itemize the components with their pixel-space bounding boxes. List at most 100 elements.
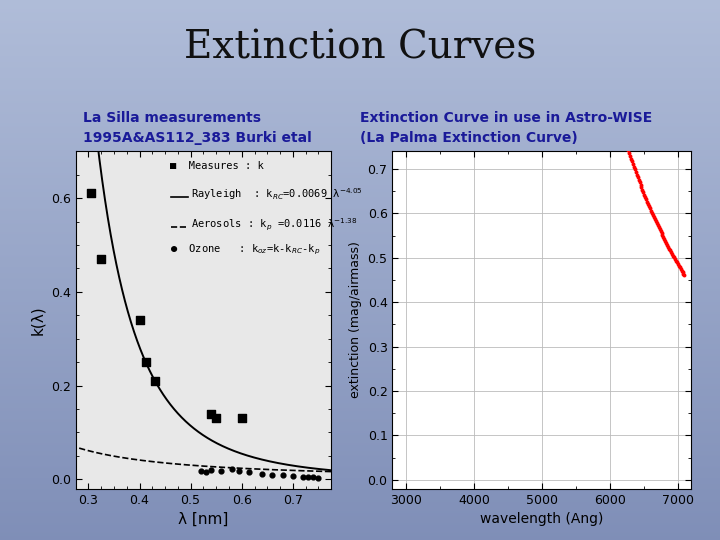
Text: Aerosols : k$_p$ =0.0116 λ$^{-1.38}$: Aerosols : k$_p$ =0.0116 λ$^{-1.38}$ [191, 217, 357, 233]
Point [591, 143, 603, 151]
Point [660, 237, 671, 246]
Point [495, 143, 507, 151]
Point [588, 143, 600, 151]
Point [436, 143, 448, 151]
Point [663, 244, 675, 253]
Point [656, 229, 667, 238]
Point [512, 143, 523, 151]
Point [474, 143, 485, 151]
Point [413, 143, 424, 151]
Point [524, 143, 536, 151]
Point [565, 143, 577, 151]
Point [598, 143, 610, 151]
Point [536, 143, 548, 151]
Point [566, 143, 577, 151]
Point [598, 143, 609, 151]
Point [447, 143, 459, 151]
Point [674, 263, 685, 272]
Point [582, 143, 594, 151]
Point [428, 143, 440, 151]
Point [398, 143, 410, 151]
Text: Rayleigh  : k$_{RC}$=0.0069 λ$^{-4.05}$: Rayleigh : k$_{RC}$=0.0069 λ$^{-4.05}$ [191, 187, 362, 202]
Point [666, 249, 678, 258]
Point [597, 143, 608, 151]
Point [543, 143, 554, 151]
Point [662, 241, 673, 249]
Point [669, 255, 680, 264]
Point [427, 143, 438, 151]
Point [402, 143, 413, 151]
Point [616, 143, 628, 151]
Point [644, 204, 656, 213]
Point [668, 253, 680, 262]
Text: ●  Ozone   : k$_{oz}$=k-k$_{RC}$-k$_p$: ● Ozone : k$_{oz}$=k-k$_{RC}$-k$_p$ [170, 242, 320, 256]
Point [403, 143, 415, 151]
Point [548, 143, 559, 151]
Point [451, 143, 463, 151]
Point [498, 143, 509, 151]
Point [638, 188, 649, 197]
Point [629, 165, 641, 174]
Point [443, 143, 454, 151]
Point [632, 173, 644, 181]
Point [439, 143, 451, 151]
Point [580, 143, 591, 151]
Point [639, 193, 651, 201]
Point [412, 143, 423, 151]
Point [424, 143, 436, 151]
Point [205, 465, 217, 474]
Point [654, 227, 666, 236]
Point [433, 143, 444, 151]
Point [534, 143, 545, 151]
Point [507, 143, 518, 151]
Point [586, 143, 598, 151]
Point [504, 143, 516, 151]
Point [676, 266, 688, 275]
Point [639, 190, 650, 199]
Point [609, 143, 621, 151]
Point [531, 143, 542, 151]
Text: Extinction Curve in use in Astro-WISE: Extinction Curve in use in Astro-WISE [360, 111, 652, 125]
Point [518, 143, 529, 151]
Point [595, 143, 606, 151]
Point [600, 143, 612, 151]
Point [448, 143, 459, 151]
Point [487, 143, 498, 151]
Point [678, 269, 689, 278]
Point [675, 265, 686, 273]
Point [410, 143, 421, 151]
Point [491, 143, 503, 151]
Point [405, 143, 416, 151]
Point [297, 472, 309, 481]
Point [554, 143, 566, 151]
Text: (La Palma Extinction Curve): (La Palma Extinction Curve) [360, 131, 577, 145]
Point [528, 143, 539, 151]
Point [519, 143, 531, 151]
Point [463, 143, 474, 151]
Point [564, 143, 576, 151]
Point [578, 143, 590, 151]
Point [436, 143, 447, 151]
Point [536, 143, 547, 151]
Point [521, 143, 532, 151]
Point [624, 148, 635, 157]
Point [526, 143, 538, 151]
Point [615, 143, 626, 151]
Point [490, 143, 501, 151]
Point [480, 143, 492, 151]
Point [621, 143, 632, 151]
Point [563, 143, 575, 151]
Point [567, 143, 579, 151]
Point [513, 143, 525, 151]
Point [662, 242, 674, 251]
Point [654, 225, 665, 234]
Point [456, 143, 467, 151]
Point [600, 143, 611, 151]
Point [613, 143, 624, 151]
Point [594, 143, 606, 151]
Point [659, 235, 670, 244]
Point [573, 143, 585, 151]
Point [492, 143, 504, 151]
Point [302, 472, 314, 481]
Point [460, 143, 472, 151]
